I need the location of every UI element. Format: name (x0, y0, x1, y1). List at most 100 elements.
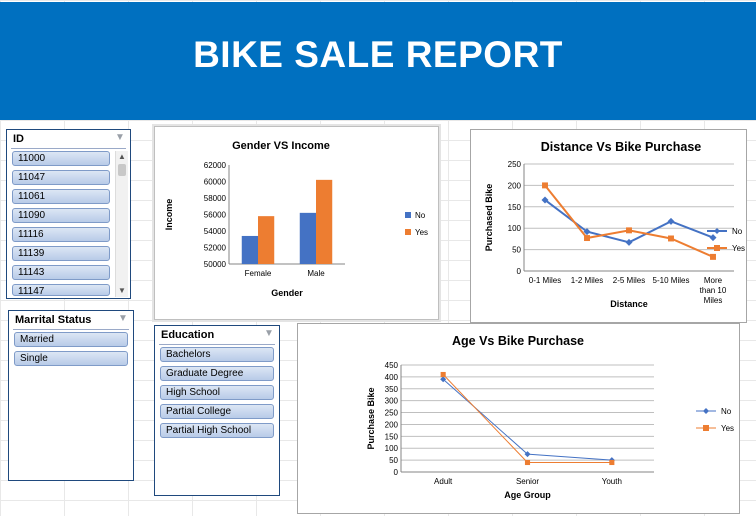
legend-marker (714, 245, 720, 251)
gender-income-chart[interactable]: Gender VS Income 50000 52000 54000 56000 5800… (154, 126, 439, 320)
data-point (541, 196, 549, 204)
x-axis-title: Gender (271, 288, 303, 298)
x-tick-label: Senior (516, 477, 539, 486)
x-tick-label: More than 10 Miles (700, 276, 727, 305)
x-tick-label: Youth (602, 477, 622, 486)
slicer-item-education[interactable]: High School (160, 385, 274, 400)
filter-clear-icon[interactable]: ▼ (115, 132, 125, 143)
slicer-item-education[interactable]: Partial College (160, 404, 274, 419)
legend-label: No (415, 211, 426, 220)
report-title: BIKE SALE REPORT (193, 34, 563, 75)
data-point (625, 238, 633, 246)
y-tick-label: 150 (385, 432, 399, 441)
slicer-item-id[interactable]: 11061 (12, 189, 110, 204)
data-point (440, 371, 446, 378)
education-slicer[interactable]: Education ▼ Bachelors Graduate Degree Hi… (154, 325, 280, 496)
age-bike-chart[interactable]: Age Vs Bike Purchase 0 50 100 150 200 250 300 35… (297, 323, 740, 514)
legend-marker (405, 212, 411, 218)
data-point (524, 451, 531, 458)
slicer-item-marital-status[interactable]: Single (14, 351, 128, 366)
data-point (667, 217, 675, 225)
slicer-item-id[interactable]: 11147 (12, 284, 110, 296)
data-point (626, 227, 632, 234)
y-axis-title: Purchase Bike (366, 387, 376, 449)
bar (241, 235, 258, 264)
legend-label: Yes (732, 244, 745, 253)
legend-label: No (732, 227, 743, 236)
x-tick-label: Female (245, 269, 272, 278)
scroll-thumb[interactable] (118, 164, 126, 176)
data-point (710, 253, 716, 260)
slicer-item-id[interactable]: 11139 (12, 246, 110, 261)
data-point (584, 235, 590, 242)
data-point (609, 459, 615, 466)
y-tick-label: 0 (394, 468, 399, 477)
y-tick-label: 50000 (204, 260, 227, 269)
x-tick-label: Adult (434, 477, 453, 486)
data-point (542, 182, 548, 189)
data-point (709, 234, 717, 242)
report-banner: BIKE SALE REPORT (0, 2, 756, 120)
y-tick-label: 250 (508, 160, 522, 169)
education-slicer-header: Education (159, 326, 275, 345)
y-tick-label: 250 (385, 409, 399, 418)
slicer-item-education[interactable]: Graduate Degree (160, 366, 274, 381)
y-axis-title: Income (164, 199, 174, 231)
series-line (442, 374, 612, 463)
x-axis-title: Age Group (504, 490, 551, 500)
slicer-item-id[interactable]: 11116 (12, 227, 110, 242)
slicer-item-id[interactable]: 11047 (12, 170, 110, 185)
filter-clear-icon[interactable]: ▼ (264, 328, 274, 339)
legend-label: Yes (415, 228, 428, 237)
y-tick-label: 56000 (204, 211, 227, 220)
series-line (544, 184, 714, 258)
marital-status-slicer[interactable]: Marrital Status ▼ Married Single (8, 310, 134, 481)
slicer-item-education[interactable]: Bachelors (160, 347, 274, 362)
y-axis-title: Purchased Bike (484, 184, 494, 252)
legend-marker (703, 425, 709, 431)
chevron-up-icon[interactable]: ▲ (118, 152, 126, 161)
y-tick-label: 60000 (204, 178, 227, 187)
slicer-item-education[interactable]: Partial High School (160, 423, 274, 438)
filter-clear-icon[interactable]: ▼ (118, 313, 128, 324)
legend-label: No (721, 407, 732, 416)
data-point (524, 459, 531, 466)
id-slicer-scrollbar[interactable]: ▲ ▼ (115, 151, 128, 297)
chart-title: Distance Vs Bike Purchase (541, 140, 702, 154)
legend-marker (714, 228, 720, 234)
x-tick-label: 5-10 Miles (653, 276, 690, 285)
y-tick-label: 200 (508, 181, 522, 190)
legend-label: Yes (721, 424, 734, 433)
y-tick-label: 100 (508, 224, 522, 233)
bar (316, 179, 333, 264)
chevron-down-icon[interactable]: ▼ (118, 286, 126, 295)
age-bike-chart-svg: Age Vs Bike Purchase 0 50 100 150 200 250 300 35… (366, 334, 734, 500)
y-tick-label: 52000 (204, 244, 227, 253)
data-point (668, 235, 674, 242)
id-slicer-header: ID (11, 130, 126, 149)
chart-title: Gender VS Income (232, 140, 330, 152)
y-tick-label: 350 (385, 385, 399, 394)
education-slicer-title: Education (161, 329, 215, 341)
distance-bike-chart-svg: Distance Vs Bike Purchase 0 50 100 150 200 250… (484, 140, 745, 309)
x-tick-label: 2-5 Miles (613, 276, 645, 285)
id-slicer[interactable]: ID ▼ 11000 11047 11061 11090 11116 11139… (6, 129, 131, 299)
distance-bike-chart[interactable]: Distance Vs Bike Purchase 0 50 100 150 200 250… (470, 129, 747, 323)
slicer-item-marital-status[interactable]: Married (14, 332, 128, 347)
bar (299, 212, 316, 264)
legend-marker (703, 408, 709, 414)
slicer-item-id[interactable]: 11143 (12, 265, 110, 280)
y-tick-label: 200 (385, 420, 399, 429)
bar (258, 216, 275, 264)
y-tick-label: 100 (385, 444, 399, 453)
y-tick-label: 450 (385, 361, 399, 370)
slicer-item-id[interactable]: 11090 (12, 208, 110, 223)
slicer-item-id[interactable]: 11000 (12, 151, 110, 166)
chart-title: Age Vs Bike Purchase (452, 334, 584, 348)
y-tick-label: 300 (385, 397, 399, 406)
y-tick-label: 58000 (204, 194, 227, 203)
y-tick-label: 50 (512, 246, 521, 255)
marital-status-slicer-title: Marrital Status (15, 314, 92, 326)
marital-status-slicer-header: Marrital Status (13, 311, 129, 330)
id-slicer-title: ID (13, 133, 24, 145)
